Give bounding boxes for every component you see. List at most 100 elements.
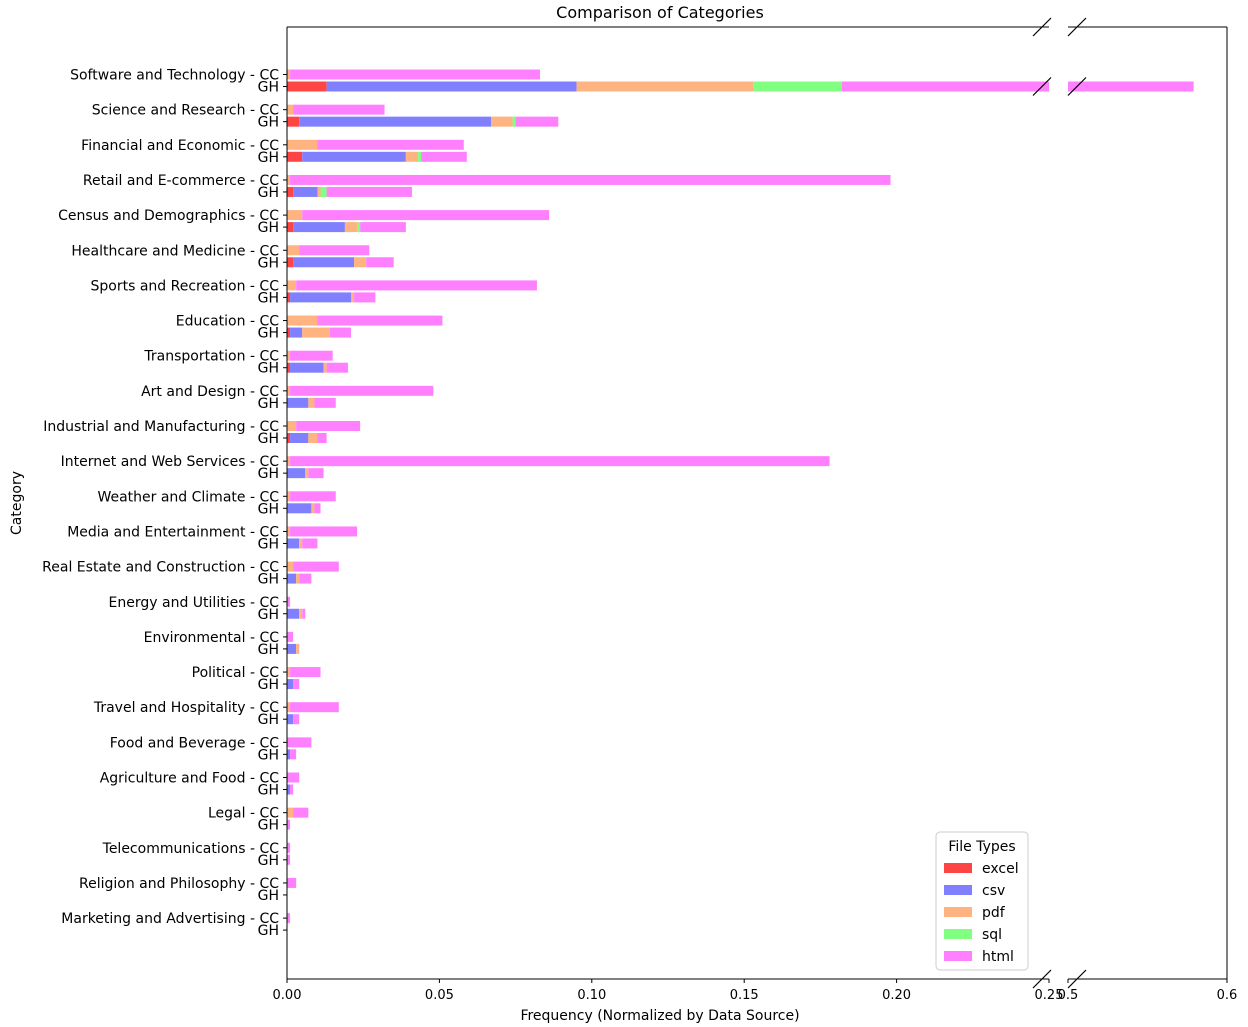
y-tick-label: GH <box>258 923 279 939</box>
y-tick-label: Weather and Climate - CC <box>97 489 279 505</box>
y-tick-label: Transportation - CC <box>143 349 279 365</box>
legend-title: File Types <box>948 839 1015 855</box>
y-tick-label: GH <box>258 290 279 306</box>
bar-sports-and-recreation-gh-html <box>354 292 376 303</box>
bar-census-and-demographics-gh-html <box>360 222 406 233</box>
y-tick-label: Software and Technology - CC <box>70 68 279 84</box>
bar-sports-and-recreation-cc-html <box>296 280 537 291</box>
x-tick-label: 0.10 <box>577 988 606 1003</box>
y-tick-label: Marketing and Advertising - CC <box>61 911 279 927</box>
plot-area-left <box>287 69 1049 924</box>
bar-industrial-and-manufacturing-gh-csv <box>290 433 309 443</box>
y-tick-label: Media and Entertainment - CC <box>67 524 279 540</box>
bar-science-and-research-gh-csv <box>299 116 492 127</box>
bar-energy-and-utilities-gh-csv <box>287 608 300 619</box>
bar-retail-and-e-commerce-gh-html <box>326 186 412 197</box>
y-tick-label: GH <box>258 396 279 412</box>
y-tick-label: GH <box>258 326 279 342</box>
y-tick-label: GH <box>258 888 279 904</box>
category-labels: Software and Technology - CC GH Science an… <box>42 68 279 940</box>
bar-legal-cc-pdf <box>287 807 294 818</box>
bar-energy-and-utilities-gh-html <box>302 608 306 619</box>
y-tick-label: GH <box>258 185 279 201</box>
bar-healthcare-and-medicine-cc-pdf <box>287 245 300 256</box>
x-tick-label: 0.15 <box>730 988 759 1003</box>
y-tick-label: GH <box>258 572 279 588</box>
bar-political-gh-html <box>293 679 300 690</box>
y-tick-label: GH <box>258 818 279 834</box>
bar-art-and-design-cc-html <box>290 385 434 396</box>
y-tick-label: Political - CC <box>192 665 280 681</box>
legend-swatch-csv <box>944 885 972 895</box>
y-tick-label: GH <box>258 747 279 763</box>
bar-real-estate-and-construction-cc-pdf <box>287 561 294 572</box>
x-tick-label: 0.00 <box>273 988 302 1003</box>
bar-agriculture-and-food-cc-html <box>287 772 300 783</box>
bar-sports-and-recreation-cc-pdf <box>287 280 297 291</box>
plot-area-right <box>1068 81 1194 92</box>
y-tick-label: Internet and Web Services - CC <box>61 454 280 470</box>
bar-real-estate-and-construction-gh-csv <box>287 573 297 584</box>
y-tick-label: Science and Research - CC <box>92 103 279 119</box>
legend-label-sql: sql <box>982 927 1002 943</box>
bar-science-and-research-gh-html <box>515 116 559 127</box>
y-tick-label: Census and Demographics - CC <box>58 208 279 224</box>
bar-software-and-technology-gh-html <box>841 81 1049 92</box>
bar-legal-cc-html <box>293 807 309 818</box>
bar-financial-and-economic-gh-pdf <box>405 151 419 162</box>
bar-science-and-research-cc-pdf <box>287 104 294 115</box>
bar-art-and-design-cc-pdf <box>287 385 291 396</box>
bar-transportation-gh-html <box>326 362 348 373</box>
bar-financial-and-economic-gh-sql <box>418 151 422 162</box>
bar-real-estate-and-construction-gh-html <box>299 573 312 584</box>
bar-software-and-technology-gh-sql <box>753 81 842 92</box>
x-axis-label: Frequency (Normalized by Data Source) <box>520 1008 799 1024</box>
y-tick-label: GH <box>258 853 279 869</box>
bar-political-cc-html <box>290 667 321 678</box>
bar-retail-and-e-commerce-cc-pdf <box>287 174 291 185</box>
bar-industrial-and-manufacturing-gh-pdf <box>308 433 318 443</box>
y-tick-label: Sports and Recreation - CC <box>91 278 280 294</box>
break-mark-bottom-left <box>1032 969 1052 989</box>
y-tick-label: Industrial and Manufacturing - CC <box>43 419 279 435</box>
y-tick-label: Environmental - CC <box>144 630 280 646</box>
bar-healthcare-and-medicine-gh-pdf <box>354 257 367 268</box>
x-tick-right-label: 0.5 <box>1058 988 1079 1003</box>
bar-art-and-design-gh-html <box>314 397 336 408</box>
bar-travel-and-hospitality-cc-pdf <box>287 702 291 713</box>
y-tick-label: Retail and E-commerce - CC <box>83 173 279 189</box>
bar-financial-and-economic-cc-pdf <box>287 139 318 150</box>
x-tick-label: 0.20 <box>882 988 911 1003</box>
bar-healthcare-and-medicine-gh-html <box>366 257 394 268</box>
x-tick-label: 0.25 <box>1035 988 1064 1003</box>
y-tick-label: GH <box>258 220 279 236</box>
legend-label-csv: csv <box>982 883 1005 899</box>
bar-travel-and-hospitality-gh-html <box>293 714 300 725</box>
bar-transportation-gh-excel <box>287 362 291 373</box>
chart-title: Comparison of Categories <box>556 3 764 22</box>
break-mark-bottom-right <box>1067 969 1087 989</box>
bar-art-and-design-gh-pdf <box>308 397 315 408</box>
legend-items: excel csv pdf sql html <box>944 861 1019 965</box>
y-tick-label: GH <box>258 431 279 447</box>
break-mark-bar-left <box>1032 77 1052 96</box>
legend-swatch-excel <box>944 863 972 873</box>
bar-industrial-and-manufacturing-cc-pdf <box>287 421 297 431</box>
y-tick-label: GH <box>258 501 279 517</box>
legend: File Types excel csv pdf sql html <box>935 831 1029 971</box>
bar-environmental-gh-pdf <box>296 643 300 654</box>
bar-transportation-gh-csv <box>290 362 324 373</box>
x-axis-ticks: 0.00 0.05 0.10 0.15 0.20 0.250.5 0.6 <box>273 979 1237 1003</box>
bar-internet-and-web-services-gh-csv <box>287 468 306 479</box>
y-tick-label: Healthcare and Medicine - CC <box>71 243 279 259</box>
break-mark-top-left <box>1032 17 1052 37</box>
y-tick-label: Real Estate and Construction - CC <box>42 560 279 576</box>
bar-sports-and-recreation-gh-csv <box>290 292 352 303</box>
bar-weather-and-climate-cc-pdf <box>287 491 291 502</box>
bar-retail-and-e-commerce-gh-pdf <box>317 186 321 197</box>
bar-art-and-design-gh-csv <box>287 397 309 408</box>
bar-healthcare-and-medicine-gh-excel <box>287 257 294 268</box>
bar-science-and-research-cc-html <box>293 104 385 115</box>
bar-census-and-demographics-gh-excel <box>287 222 294 233</box>
